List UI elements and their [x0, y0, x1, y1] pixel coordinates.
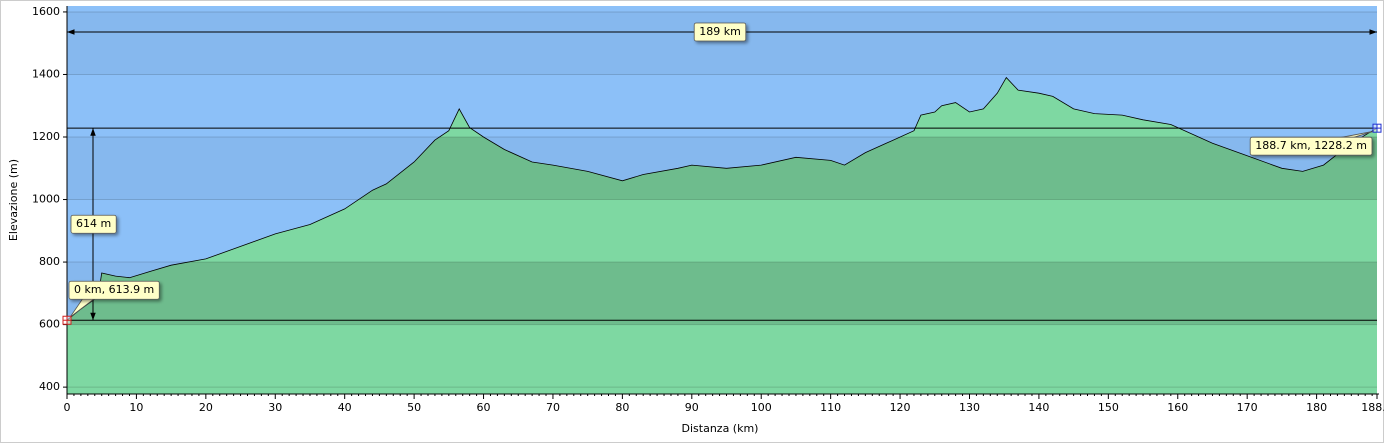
x-tick-label: 0 — [64, 401, 71, 414]
x-tick-label: 50 — [407, 401, 421, 414]
x-tick-label: 140 — [1028, 401, 1049, 414]
y-axis-title: Elevazione (m) — [7, 159, 20, 241]
x-tick-label: 110 — [820, 401, 841, 414]
y-tick-label: 1600 — [32, 5, 60, 18]
x-tick-label: 130 — [959, 401, 980, 414]
callout-box — [693, 22, 747, 42]
x-tick-label: 40 — [338, 401, 352, 414]
x-axis-title: Distanza (km) — [682, 422, 759, 435]
plot: 400 600 800 1000 1200 1400 1600 0 10 20 30 40 50 60 70… — [32, 5, 1384, 414]
callout-label: 189 km — [699, 25, 741, 38]
profile-line — [66, 76, 1378, 321]
x-tick-label: 188.7 — [1361, 401, 1384, 414]
callout-label: 614 m — [76, 217, 111, 230]
x-tick-label: 170 — [1237, 401, 1258, 414]
band — [67, 11, 1377, 75]
endpoint-cross — [1373, 124, 1381, 133]
x-tick-label: 80 — [615, 401, 629, 414]
callout-box — [68, 280, 160, 300]
y-tick-label: 1400 — [32, 67, 60, 80]
y-tick-label: 800 — [39, 255, 60, 268]
climb-arrow-head — [90, 312, 96, 321]
callout-box — [1249, 136, 1373, 156]
callout-label: 0 km, 613.9 m — [74, 283, 154, 296]
x-tick-label: 30 — [268, 401, 282, 414]
y-tick-label: 400 — [39, 380, 60, 393]
area-band — [67, 262, 1377, 325]
x-tick-label: 20 — [199, 401, 213, 414]
x-tick-label: 10 — [129, 401, 143, 414]
y-tick-label: 1200 — [32, 130, 60, 143]
callout-label: 188.7 km, 1228.2 m — [1255, 139, 1367, 152]
distance-arrow-head — [67, 29, 75, 35]
x-tick-label: 180 — [1306, 401, 1327, 414]
x-tick-label: 100 — [751, 401, 772, 414]
x-tick-label: 160 — [1167, 401, 1188, 414]
endpoint-cross — [63, 316, 71, 325]
x-tick-label: 120 — [890, 401, 911, 414]
x-tick-label: 90 — [685, 401, 699, 414]
x-tick-label: 150 — [1098, 401, 1119, 414]
climb-arrow-head — [90, 128, 96, 136]
x-tick-label: 60 — [477, 401, 491, 414]
distance-arrow-head — [1369, 29, 1377, 35]
x-tick-label: 70 — [546, 401, 560, 414]
y-tick-label: 600 — [39, 318, 60, 331]
y-tick-label: 1000 — [32, 193, 60, 206]
callout-box — [70, 214, 117, 234]
